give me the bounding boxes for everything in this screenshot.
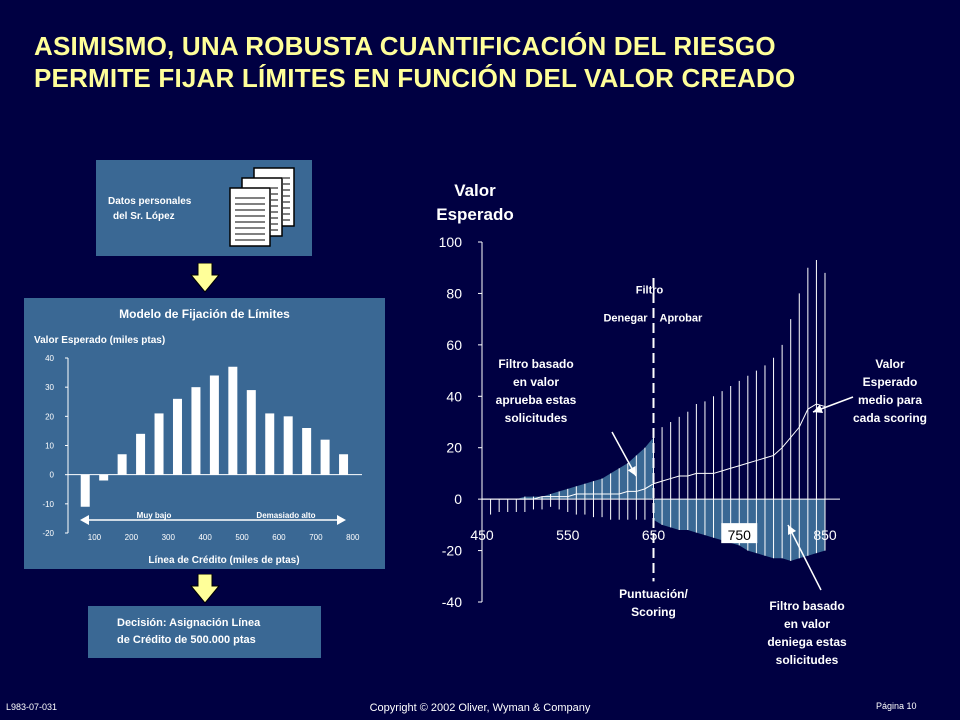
limit-model-xlabel: Línea de Crédito (miles de ptas) <box>148 555 300 566</box>
main-ylabel-1: Valor <box>454 181 496 200</box>
mean-note-line: medio para <box>858 393 922 407</box>
small-bar <box>80 474 90 507</box>
main-y-tick-label: 0 <box>454 491 462 507</box>
limit-model-title: Modelo de Fijación de Límites <box>119 307 290 321</box>
small-bar <box>172 398 182 475</box>
small-y-tick-label: -20 <box>42 529 54 538</box>
approve-note-line: en valor <box>513 375 559 389</box>
personal-data-label-2: del Sr. López <box>113 211 175 222</box>
deny-note-line: Filtro basado <box>769 599 844 613</box>
main-y-tick-label: 20 <box>446 440 462 456</box>
main-x-tick-label: 550 <box>556 527 580 543</box>
main-y-tick-label: 40 <box>446 388 462 404</box>
filter-label: Filtro <box>636 284 664 296</box>
expected-value-chart: Valor Esperado 100806040200-20-404505506… <box>436 181 927 667</box>
small-bar <box>320 439 330 475</box>
document-code: L983-07-031 <box>6 702 58 712</box>
page-number: Página 10 <box>876 701 917 711</box>
small-bar <box>99 474 109 481</box>
highlight-750-box <box>721 523 758 544</box>
main-y-tick-label: -20 <box>442 543 462 559</box>
mean-note-line: Valor <box>875 357 905 371</box>
small-bar <box>136 433 146 475</box>
small-bar <box>154 413 164 475</box>
too-high-label: Demasiado alto <box>256 511 315 520</box>
small-x-tick-label: 300 <box>162 533 176 542</box>
main-y-tick-label: 100 <box>439 234 463 250</box>
small-bar <box>339 454 349 475</box>
mean-value-line <box>482 403 826 500</box>
deny-label: Denegar <box>603 313 648 325</box>
small-x-tick-label: 600 <box>272 533 286 542</box>
mean-note-line: cada scoring <box>853 411 927 425</box>
deny-note-line: en valor <box>784 617 830 631</box>
main-x-tick-label: 450 <box>470 527 494 543</box>
main-x-tick-label: 750 <box>728 527 752 543</box>
decision-line-1: Decisión: Asignación Línea <box>117 617 261 629</box>
down-arrow-icon <box>190 263 220 293</box>
slide-title-line-1: ASIMISMO, UNA ROBUSTA CUANTIFICACIÓN DEL… <box>34 31 776 61</box>
small-y-tick-label: 20 <box>45 412 54 421</box>
personal-data-label-1: Datos personales <box>108 196 192 207</box>
small-x-tick-label: 800 <box>346 533 360 542</box>
small-bar <box>191 387 201 475</box>
scoring-label-1: Puntuación/ <box>619 587 688 601</box>
small-bar <box>283 416 293 475</box>
decision-box: Decisión: Asignación Línea de Crédito de… <box>88 606 321 658</box>
decision-line-2: de Crédito de 500.000 ptas <box>117 634 256 646</box>
small-bar <box>117 454 127 475</box>
main-ylabel-2: Esperado <box>436 205 513 224</box>
mean-note-line: Esperado <box>863 375 918 389</box>
small-bar <box>302 428 312 475</box>
limit-model-ylabel: Valor Esperado (miles ptas) <box>34 335 166 346</box>
scoring-label-2: Scoring <box>631 605 676 619</box>
main-y-tick-label: 80 <box>446 285 462 301</box>
small-bar <box>209 375 219 475</box>
deny-note-line: solicitudes <box>776 653 839 667</box>
mean-note-arrow-head <box>813 404 824 414</box>
main-y-tick-label: -40 <box>442 594 462 610</box>
copyright: Copyright © 2002 Oliver, Wyman & Company <box>369 702 591 714</box>
slide-title: ASIMISMO, UNA ROBUSTA CUANTIFICACIÓN DEL… <box>34 30 934 94</box>
small-y-tick-label: 40 <box>45 354 54 363</box>
main-x-tick-label: 850 <box>813 527 837 543</box>
approve-note-arrow-head <box>627 465 636 476</box>
slide-title-line-2: PERMITE FIJAR LÍMITES EN FUNCIÓN DEL VAL… <box>34 63 796 93</box>
approve-note-line: solicitudes <box>505 411 568 425</box>
documents-icon <box>229 167 295 247</box>
approve-note-line: aprueba estas <box>496 393 577 407</box>
small-bar <box>265 413 275 475</box>
personal-data-box: Datos personales del Sr. López <box>96 160 312 256</box>
too-low-label: Muy bajo <box>137 511 172 520</box>
small-x-tick-label: 100 <box>88 533 102 542</box>
small-bar <box>228 366 238 475</box>
small-bar <box>246 390 256 475</box>
small-x-tick-label: 500 <box>235 533 249 542</box>
small-y-tick-label: 30 <box>45 383 54 392</box>
small-y-tick-label: -10 <box>42 500 54 509</box>
approve-label: Aprobar <box>660 313 704 325</box>
small-y-tick-label: 10 <box>45 442 54 451</box>
main-y-tick-label: 60 <box>446 337 462 353</box>
deny-note-line: deniega estas <box>767 635 847 649</box>
small-x-tick-label: 700 <box>309 533 323 542</box>
limit-model-panel: Modelo de Fijación de Límites Valor Espe… <box>24 298 385 569</box>
small-x-tick-label: 200 <box>125 533 139 542</box>
deny-note-arrow <box>787 524 822 591</box>
small-x-tick-label: 400 <box>198 533 212 542</box>
small-y-tick-label: 0 <box>50 471 55 480</box>
approve-note-line: Filtro basado <box>498 357 573 371</box>
down-arrow-icon <box>190 574 220 604</box>
deny-note-arrow-head <box>788 525 797 536</box>
range-arrows <box>80 515 346 525</box>
